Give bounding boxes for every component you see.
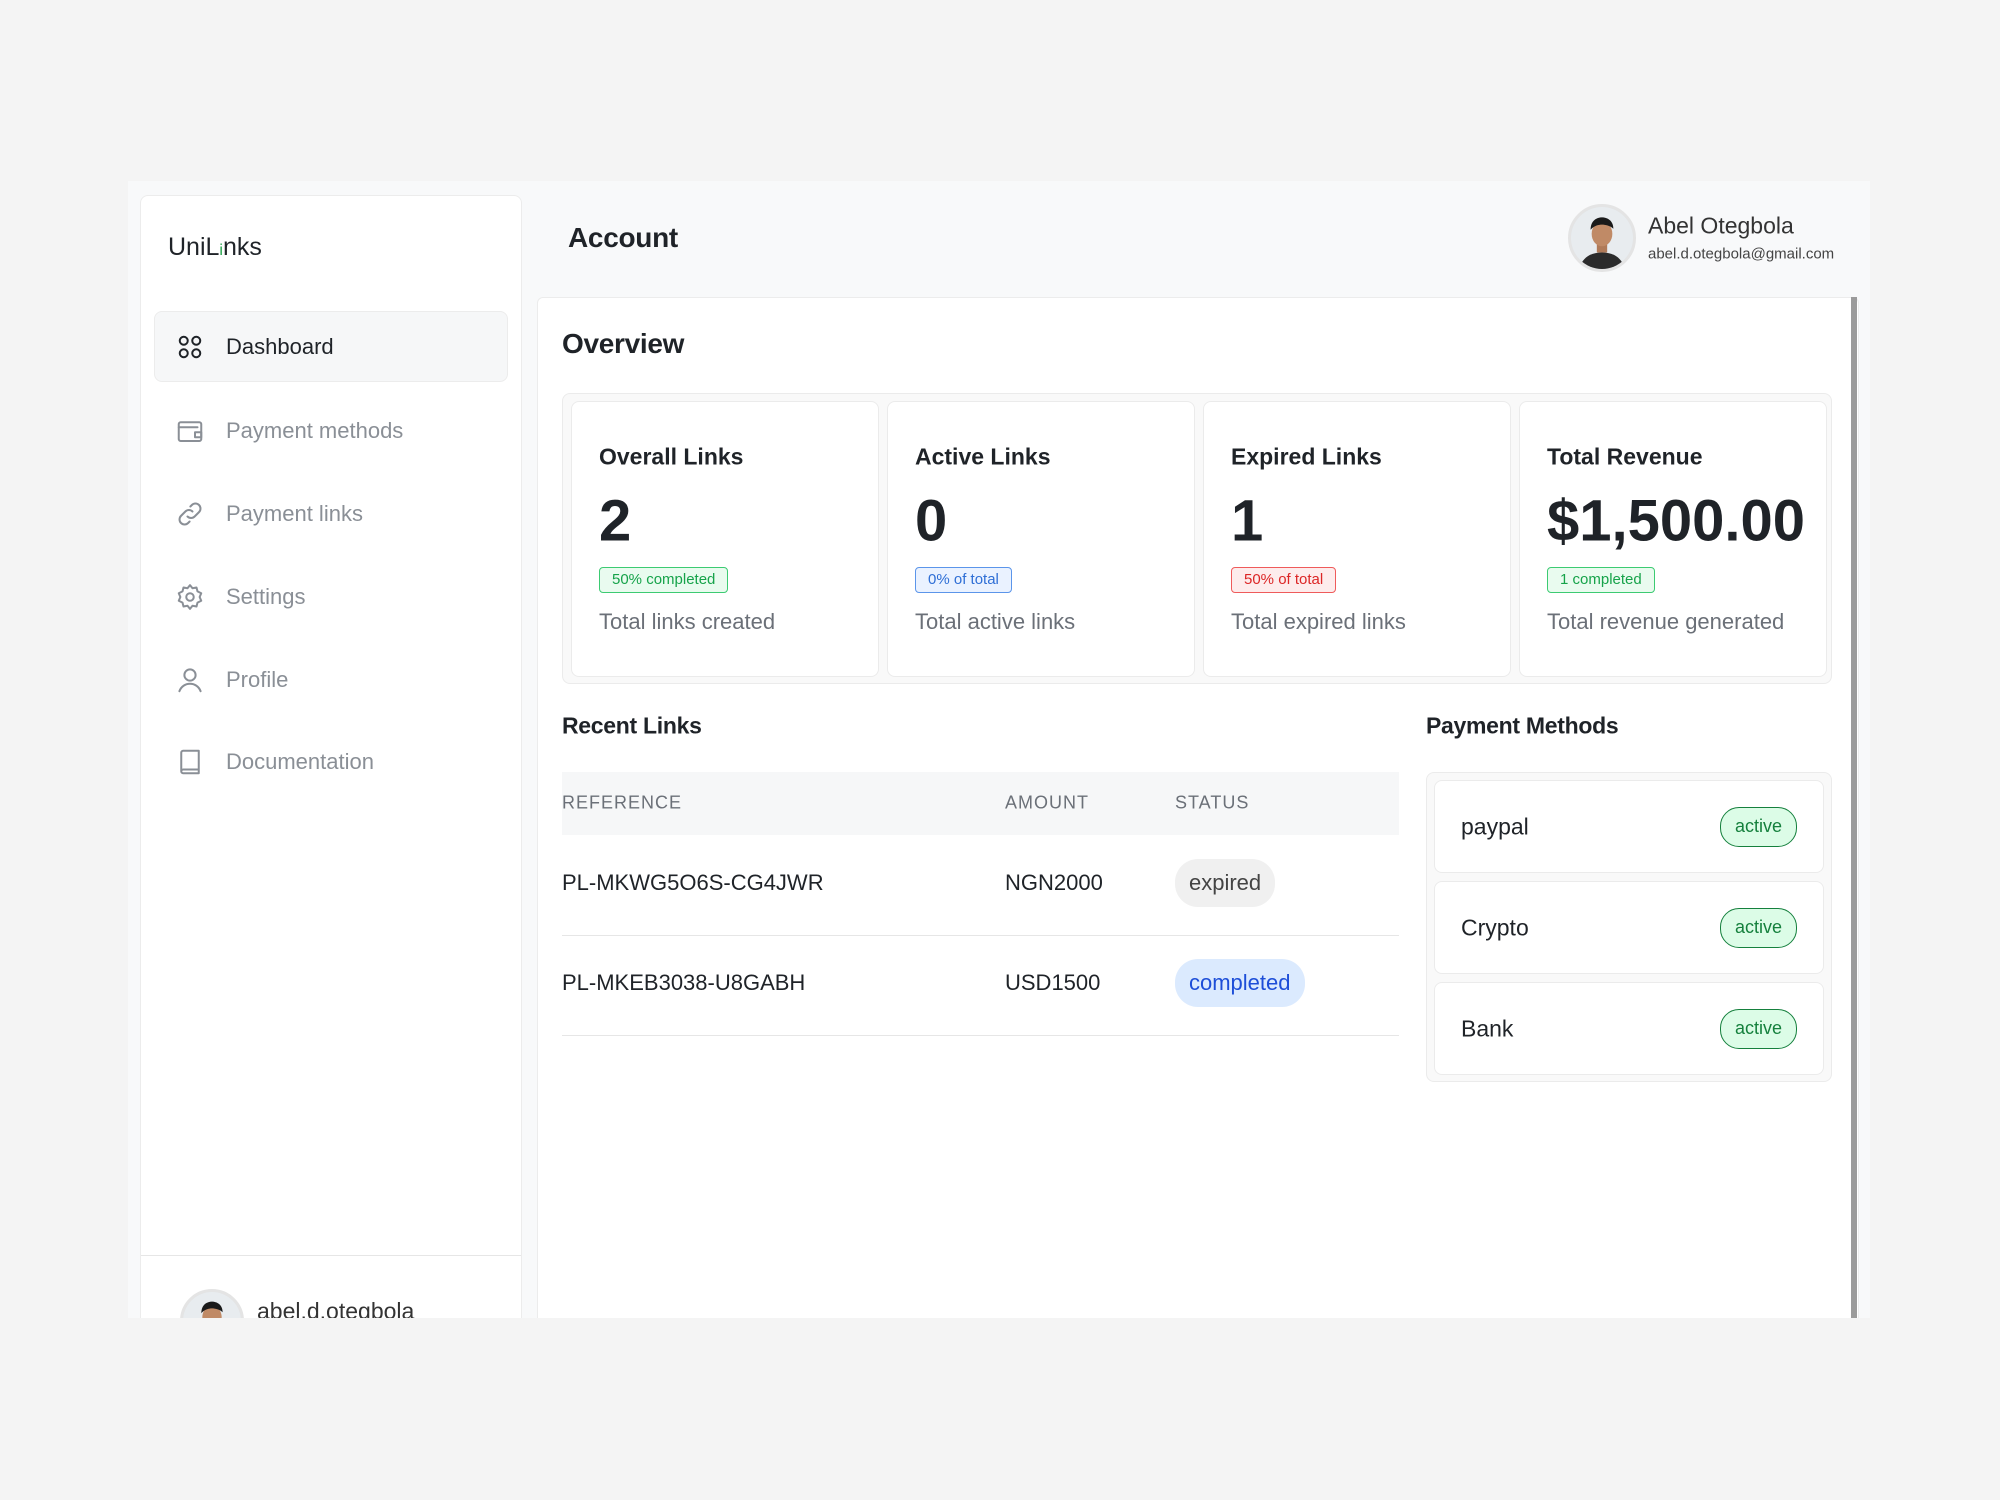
- stat-caption: Total revenue generated: [1547, 609, 1785, 634]
- status-pill: completed: [1175, 959, 1305, 1007]
- payment-method[interactable]: paypal active: [1434, 780, 1824, 873]
- method-name: paypal: [1461, 813, 1529, 840]
- method-name: Crypto: [1461, 914, 1529, 941]
- stat-caption: Total active links: [915, 609, 1076, 634]
- column-header: REFERENCE: [562, 792, 683, 813]
- nav-icon[interactable]: [175, 416, 205, 446]
- sidebar-avatar[interactable]: [180, 1289, 244, 1318]
- row-divider: [562, 935, 1399, 936]
- payment-method[interactable]: Bank active: [1434, 982, 1824, 1075]
- stat-caption: Total links created: [599, 609, 776, 634]
- payment-method[interactable]: Crypto active: [1434, 881, 1824, 974]
- nav-item[interactable]: Profile: [226, 667, 289, 692]
- divider: [141, 1255, 521, 1256]
- sidebar-user[interactable]: abel.d.otegbola: [257, 1298, 415, 1318]
- user-name: Abel Otegbola: [1648, 212, 1794, 239]
- stat-title: Active Links: [915, 443, 1051, 470]
- stat-badge: 1 completed: [1547, 567, 1655, 593]
- section-title: Recent Links: [562, 712, 702, 739]
- sidebar: UniLinks Dashboard Payment methods Payment…: [140, 195, 522, 1318]
- logo[interactable]: UniLinks: [168, 232, 262, 266]
- stat-card: Active Links 0 0% of total Total active lin…: [887, 401, 1195, 677]
- column-header: AMOUNT: [1005, 792, 1089, 813]
- logo-text: UniL: [168, 233, 220, 261]
- nav-icon[interactable]: [175, 332, 205, 362]
- app-window: UniLinks Dashboard Payment methods Payment…: [128, 181, 1870, 1318]
- page-title: Account: [568, 222, 678, 253]
- method-name: Bank: [1461, 1015, 1514, 1042]
- nav-icon[interactable]: [175, 499, 205, 529]
- stat-badge: 50% of total: [1231, 567, 1337, 593]
- table-header: [562, 772, 1399, 835]
- reference: PL-MKEB3038-U8GABH: [562, 970, 806, 995]
- nav-item[interactable]: Settings: [226, 584, 306, 609]
- stat-title: Expired Links: [1231, 443, 1382, 470]
- column-header: STATUS: [1175, 792, 1250, 813]
- scrollbar[interactable]: [1851, 297, 1857, 1318]
- user-email: abel.d.otegbola@gmail.com: [1648, 245, 1835, 263]
- nav-icon[interactable]: [175, 582, 205, 612]
- stat-title: Overall Links: [599, 443, 744, 470]
- section-title: Overview: [562, 328, 685, 359]
- row-divider: [562, 1035, 1399, 1036]
- stat-value: 2: [599, 488, 632, 554]
- stat-value: $1,500.00: [1547, 488, 1806, 554]
- stat-caption: Total expired links: [1231, 609, 1406, 634]
- nav-item[interactable]: Payment links: [226, 501, 363, 526]
- stats-container: Overall Links 2 50% completed Total links c…: [562, 393, 1832, 684]
- stat-value: 0: [915, 488, 948, 554]
- stat-card: Overall Links 2 50% completed Total links c…: [571, 401, 879, 677]
- amount: NGN2000: [1005, 870, 1103, 895]
- payment-methods-list: paypal active Crypto active Bank active: [1426, 772, 1832, 1082]
- stat-title: Total Revenue: [1547, 443, 1703, 470]
- amount: USD1500: [1005, 970, 1101, 995]
- stat-card: Total Revenue $1,500.00 1 completed Total r…: [1519, 401, 1827, 677]
- method-status: active: [1719, 908, 1797, 948]
- stat-card: Expired Links 1 50% of total Total expired …: [1203, 401, 1511, 677]
- method-status: active: [1719, 1009, 1797, 1049]
- nav-item[interactable]: Payment methods: [226, 418, 404, 443]
- reference: PL-MKWG5O6S-CG4JWR: [562, 870, 824, 895]
- header-avatar[interactable]: [1568, 204, 1636, 272]
- nav-icon[interactable]: [175, 747, 205, 777]
- status-pill: expired: [1175, 859, 1276, 907]
- nav-item[interactable]: Dashboard: [226, 334, 334, 359]
- stat-value: 1: [1231, 488, 1264, 554]
- nav-item[interactable]: Documentation: [226, 749, 374, 774]
- logo-accent: i: [219, 242, 223, 259]
- section-title: Payment Methods: [1426, 712, 1619, 739]
- nav-icon[interactable]: [175, 665, 205, 695]
- logo-text: nks: [222, 233, 262, 261]
- stat-badge: 50% completed: [599, 567, 729, 593]
- nav-active-bg: [154, 311, 508, 382]
- stat-badge: 0% of total: [915, 567, 1012, 593]
- method-status: active: [1719, 807, 1797, 847]
